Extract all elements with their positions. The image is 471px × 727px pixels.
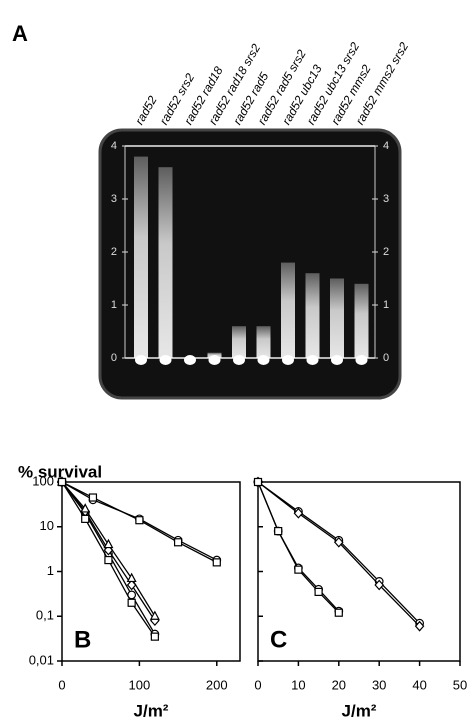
marker [274,526,283,536]
spot [306,355,319,365]
x-tick-label: 50 [453,677,467,692]
growth-streak [232,326,246,358]
marker [212,558,221,567]
series-line [257,481,340,612]
marker [135,516,144,525]
scale-label: 1 [111,299,117,311]
spot [135,355,147,365]
spot [282,355,294,365]
spot [159,355,172,365]
x-tick-label: 0 [254,677,261,692]
marker [314,587,323,597]
panel-label: B [74,626,91,653]
spot [257,355,270,365]
growth-streak [158,167,173,358]
scale-label: 0 [111,352,117,364]
marker [414,620,425,632]
marker [126,572,137,583]
scale-label: 2 [383,246,389,258]
spot [233,355,245,365]
marker [103,538,114,549]
marker [127,598,136,607]
marker [88,493,98,502]
y-axis-title: % survival [18,462,102,481]
scale-label: 3 [383,193,389,205]
lane-label: rad52 [132,93,160,127]
x-tick-label: 0 [58,677,65,692]
y-tick-label: 1 [47,563,54,578]
marker [173,538,183,547]
growth-streak [305,273,320,358]
marker [253,477,263,487]
marker [81,514,90,523]
x-tick-label: 10 [291,677,305,692]
marker [104,555,113,565]
marker [333,536,344,548]
growth-streak [330,278,344,358]
y-tick-label: 100 [32,473,54,488]
x-tick-label: 100 [129,677,151,692]
growth-streak [281,262,295,358]
series-line [257,481,340,614]
growth-streak [134,156,148,358]
panel-label: C [270,626,287,653]
marker [149,610,160,620]
marker [294,565,303,574]
spot [331,355,343,365]
scale-label: 2 [111,246,117,258]
spot [208,355,221,365]
marker [334,608,343,617]
plate [98,128,402,400]
marker [80,503,91,513]
growth-streak [354,283,369,358]
y-tick-label: 10 [40,518,54,533]
marker [293,507,304,519]
x-axis-title: J/m² [134,701,169,720]
scale-label: 4 [383,140,389,152]
scale-label: 0 [383,352,389,364]
x-tick-label: 200 [206,677,228,692]
spot [355,355,368,365]
scale-label: 4 [111,140,117,152]
x-tick-label: 40 [412,677,426,692]
x-axis-title: J/m² [342,701,377,720]
series-line [257,481,421,627]
x-tick-label: 20 [332,677,346,692]
y-tick-label: 0,01 [29,652,54,667]
marker [150,632,159,641]
x-tick-label: 30 [372,677,386,692]
marker [57,477,67,487]
plot-frame [257,481,461,662]
spot [184,355,196,365]
y-tick-label: 0,1 [36,608,54,623]
panel-label: A [12,21,28,46]
scale-label: 3 [111,193,117,205]
marker [374,579,385,591]
growth-streak [256,326,271,358]
scale-label: 1 [383,299,389,311]
